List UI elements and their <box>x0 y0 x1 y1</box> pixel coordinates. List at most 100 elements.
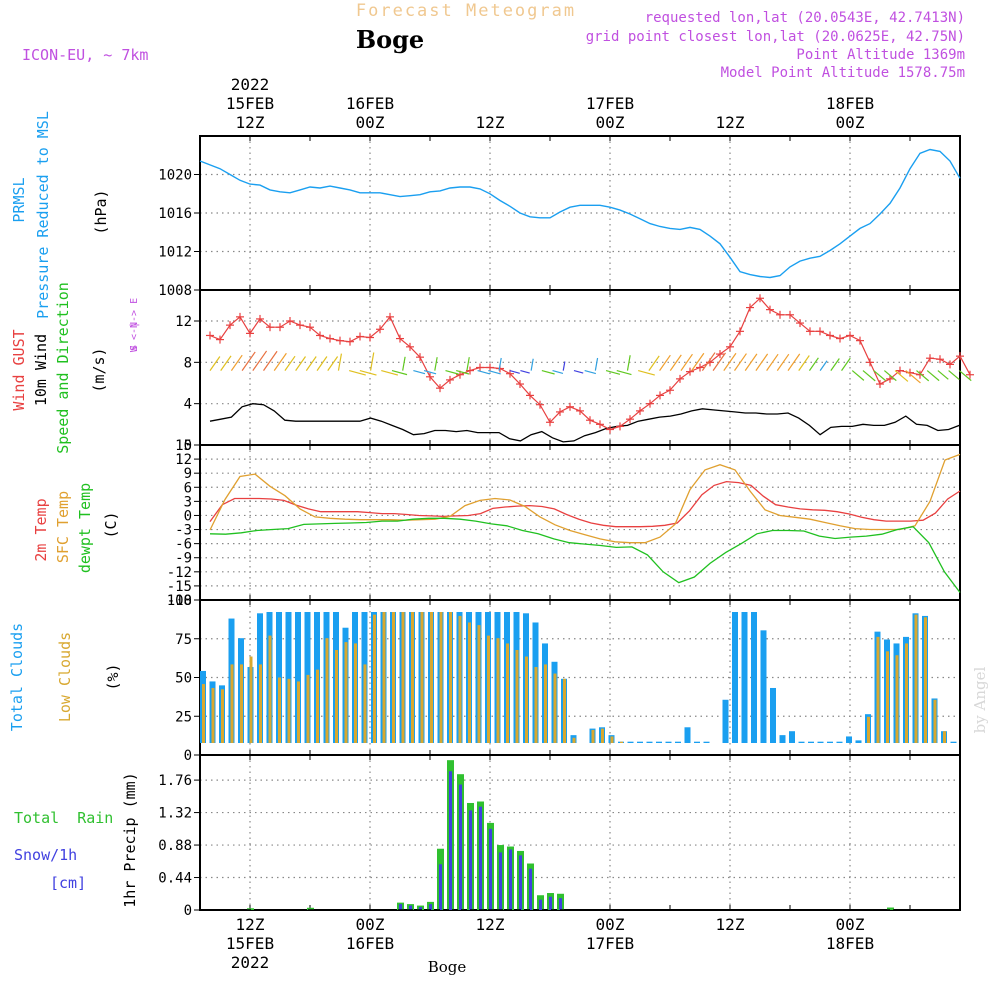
bottom-time-label: 00Z <box>356 915 385 934</box>
total-cloud-bar <box>656 741 662 743</box>
wind-arrow <box>369 352 375 371</box>
precip-panel: 0 0.44 0.88 1.32 1.76 <box>158 754 961 919</box>
rain-bar <box>247 908 254 910</box>
wind-arrow <box>477 370 491 375</box>
gust-marker <box>566 402 574 411</box>
pressure-unit: (hPa) <box>92 189 110 234</box>
low-cloud-bar <box>420 612 424 743</box>
pressure-msl-label: Pressure Reduced to MSL <box>34 111 52 319</box>
y-tick-label: 1016 <box>158 206 192 222</box>
temp-panel-labels: 2m Temp SFC Temp dewpt Temp (C) <box>32 483 120 573</box>
snow-bar <box>429 904 432 910</box>
compass-we: W <-|-> E <box>129 298 140 352</box>
gust-marker <box>816 327 824 336</box>
total-cloud-bar <box>751 612 757 743</box>
panel-frame <box>199 754 961 911</box>
total-cloud-bar <box>846 736 852 743</box>
top-time-label: 12Z <box>236 113 265 132</box>
wind-arrow <box>252 350 268 371</box>
rain-bar <box>887 907 894 910</box>
total-cloud-bar <box>760 630 767 743</box>
gust-marker <box>896 366 904 375</box>
wind-arrow <box>348 370 366 376</box>
total-cloud-bar <box>855 740 862 743</box>
wind-arrow <box>295 356 306 371</box>
y-tick-label: 9 <box>184 466 192 482</box>
low-cloud-bar <box>354 643 357 743</box>
low-cloud-bar <box>610 736 614 743</box>
total-cloud-bar <box>741 612 748 743</box>
wind-arrow <box>520 370 530 374</box>
gust-marker <box>966 370 974 379</box>
gust-marker <box>556 407 564 416</box>
y-tick-label: 4 <box>184 397 192 413</box>
total-cloud-bar <box>285 612 292 743</box>
y-tick-label: 6 <box>184 480 192 496</box>
gust-marker <box>446 375 454 384</box>
gust-marker <box>216 335 224 344</box>
wind-arrow <box>723 352 737 371</box>
total-rain-label: Total Rain <box>14 809 113 827</box>
gust-marker <box>376 325 384 334</box>
gust-marker <box>916 370 924 379</box>
gust-marker <box>426 372 434 381</box>
low-cloud-bar <box>905 643 908 743</box>
low-cloud-bar <box>297 681 300 743</box>
gust-marker <box>476 363 484 372</box>
low-cloud-bar <box>316 669 319 743</box>
wind-arrow <box>359 370 377 376</box>
gust-marker <box>906 368 914 377</box>
gust-marker <box>536 400 544 409</box>
wind-arrow <box>948 370 960 381</box>
wind-gust-line <box>209 297 971 431</box>
wind-panel: 0 4 8 12 <box>175 289 974 454</box>
low-cloud-bar <box>496 638 500 743</box>
wind-arrow <box>220 355 232 371</box>
bottom-time-label: 00Z <box>596 915 625 934</box>
wind-arrow <box>445 370 459 375</box>
cloud-panel-labels: Total Clouds Low Clouds (%) <box>8 623 122 731</box>
pressure-panel-labels: PRMSL Pressure Reduced to MSL (hPa) <box>10 111 110 319</box>
snow-bar <box>479 806 482 910</box>
snow-bar <box>409 905 412 910</box>
pressure-panel: 1008 1012 1016 1020 <box>158 135 961 299</box>
bottom-time-label: 12Z <box>716 915 745 934</box>
low-cloud-bar <box>544 664 547 743</box>
location-title: Boge <box>356 25 424 54</box>
low-cloud-bar <box>249 656 253 743</box>
wind-arrow <box>230 354 243 371</box>
bottom-time-label: 12Z <box>236 915 265 934</box>
low-cloud-bar <box>458 615 462 743</box>
top-time-label: 12Z <box>476 113 505 132</box>
low-cloud-bar <box>221 689 224 743</box>
low-cloud-bar <box>278 677 281 743</box>
low-cloud-bar <box>924 617 927 743</box>
low-cloud-bar <box>373 614 376 743</box>
plot-area: 100810121016102004812-18-15-12-9-6-30369… <box>158 75 974 972</box>
temp-sfc-line <box>209 453 961 544</box>
top-time-label: 00Z <box>356 113 385 132</box>
wind-arrow <box>873 370 886 382</box>
total-cloud-bar <box>789 731 795 743</box>
cloud-unit: (%) <box>104 663 122 690</box>
total-cloud-bar <box>694 741 700 743</box>
total-cloud-bar <box>836 741 843 743</box>
y-tick-label: -15 <box>167 579 192 595</box>
y-tick-label: 0 <box>184 438 192 454</box>
gust-marker <box>246 329 254 338</box>
wind-arrow <box>488 370 501 375</box>
top-time-label: 16FEB <box>346 94 394 113</box>
gust-marker <box>586 416 594 425</box>
low-cloud-bar <box>344 642 348 743</box>
gust-marker <box>296 321 304 330</box>
temp-sfc-label: SFC Temp <box>54 491 72 563</box>
total-cloud-bar <box>817 741 824 743</box>
gust-marker <box>486 363 494 372</box>
bottom-time-label: 15FEB <box>226 934 274 953</box>
top-time-label: 15FEB <box>226 94 274 113</box>
low-cloud-bar <box>601 728 604 743</box>
bottom-time-label: 00Z <box>836 915 865 934</box>
low-cloud-bar <box>886 651 889 743</box>
